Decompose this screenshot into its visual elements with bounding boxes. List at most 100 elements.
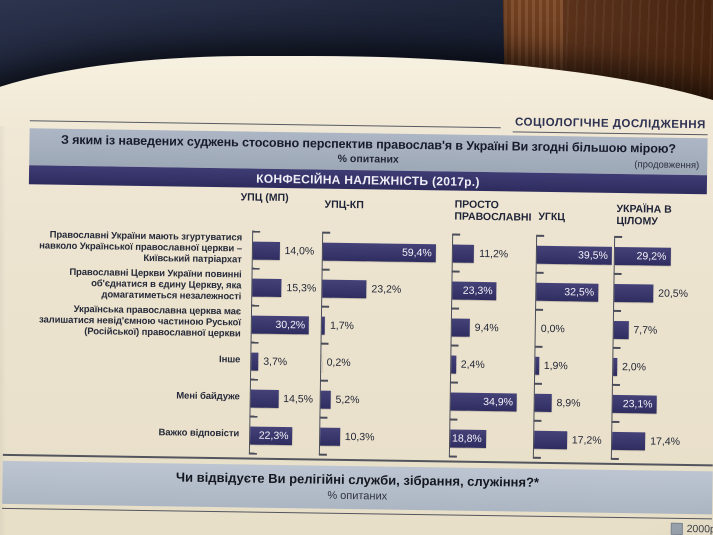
bar [252,278,282,297]
column-header: УПЦ (МП) [240,191,289,205]
bar-cell: 32,5% [535,272,614,311]
column-header: ПРОСТО ПРАВОСЛАВНІ [454,198,532,224]
bar-cell: 14,5% [249,379,320,418]
bar-cell: 3,7% [249,342,321,381]
bar [534,430,567,449]
bar [251,352,259,371]
bar-cell: 22,3% [248,416,320,455]
value-label: 34,9% [483,395,514,408]
column-header: УГКЦ [538,210,566,224]
bar [614,283,654,303]
bar [611,431,646,450]
bar [250,389,279,408]
bar [452,244,475,263]
value-label: 14,5% [283,392,314,405]
bar: 39,5% [536,245,613,265]
running-head-title: СОЦІОЛОГІЧНЕ ДОСЛІДЖЕННЯ [512,116,708,136]
bar: 30,2% [251,315,310,334]
value-label: 5,2% [335,393,360,406]
bar-cell: 9,4% [450,308,536,347]
bar-cell: 0,0% [534,309,614,348]
row-label: Православні України мають згуртуватися н… [39,229,243,266]
bar [613,320,629,339]
value-label: 17,2% [571,433,602,447]
bar-cell: 39,5% [535,235,615,274]
row-label: Важко відповісти [158,427,240,440]
bar-cell: 1,9% [533,346,613,385]
bar-cell: 23,2% [321,269,452,309]
value-label: 23,1% [622,397,653,411]
value-label: 59,4% [401,246,432,259]
bar-cell: 30,2% [250,305,322,344]
bar-cell: 23,3% [451,271,536,310]
bar [252,241,280,260]
value-label: 1,9% [543,359,568,372]
value-label: 14,0% [284,244,315,257]
column-header: УПЦ-КП [324,198,364,212]
value-label: 32,5% [564,285,595,299]
value-label: 20,5% [658,287,689,300]
bar-cell: 10,3% [318,417,450,457]
bar-cell: 14,0% [251,231,323,270]
value-label: 23,2% [371,282,402,296]
bar-cell: 20,5% [613,273,706,313]
value-label: 15,3% [286,281,317,295]
column-header: УКРАЇНА В ЦІЛОМУ [616,202,672,228]
bar [321,316,326,335]
value-label: 18,8% [451,432,482,445]
value-label: 2,0% [621,360,647,373]
bar [320,390,331,409]
value-label: 30,2% [275,318,306,331]
bar: 23,3% [452,281,497,300]
value-label: 23,3% [462,284,493,297]
value-label: 8,9% [556,396,581,409]
bar-cell: 2,4% [449,345,535,384]
chart-corner-spacer [28,186,253,231]
bar: 18,8% [450,429,486,448]
value-label: 0,2% [326,356,351,369]
bar-cell: 1,7% [320,306,452,346]
bar [451,318,470,337]
bar-cell: 29,2% [613,236,707,276]
running-head-rule [29,120,502,129]
bar-cell: 15,3% [251,268,322,307]
bar [451,355,456,374]
bar [535,356,539,375]
bar-cell: 11,2% [451,234,537,273]
bar [534,393,552,412]
value-label: 3,7% [263,355,288,368]
value-label: 0,0% [540,322,565,335]
bar: 34,9% [450,392,518,412]
value-label: 7,7% [633,323,658,337]
bar-cell: 5,2% [319,380,450,420]
bar-cell: 17,2% [532,420,612,459]
bar-cell: 59,4% [321,232,453,272]
bar-cell: 2,0% [611,347,705,387]
bar-cell: 17,4% [610,421,704,461]
bar: 59,4% [322,242,436,262]
row-label: Інше [219,354,241,366]
value-label: 11,2% [479,247,509,260]
row-label: Українська православна церква має залиша… [38,304,242,340]
bar-cell: 23,1% [611,384,704,424]
value-label: 2,4% [460,358,485,371]
value-label: 29,2% [636,249,667,263]
bar: 23,1% [612,394,657,414]
value-label: 39,5% [578,248,608,262]
bar [613,357,618,376]
legend-year-label: 2000р [686,523,713,535]
value-label: 10,3% [344,430,375,443]
bar-cell: 8,9% [533,383,612,422]
bar [322,279,367,298]
continuation-note: (продовження) [634,159,700,172]
printed-content: СОЦІОЛОГІЧНЕ ДОСЛІДЖЕННЯ З яким із навед… [2,105,713,535]
bar-cell: 18,8% [448,419,534,458]
bar: 29,2% [614,246,671,266]
footer-question-band: Чи відвідуєте Ви релігійні служби, зібра… [2,460,713,514]
value-label: 1,7% [329,319,355,332]
value-label: 17,4% [650,434,681,448]
bar [320,427,340,446]
row-label: Мені байдуже [176,390,240,403]
row-label: Православні Церкви України повинні об'єд… [69,266,242,303]
